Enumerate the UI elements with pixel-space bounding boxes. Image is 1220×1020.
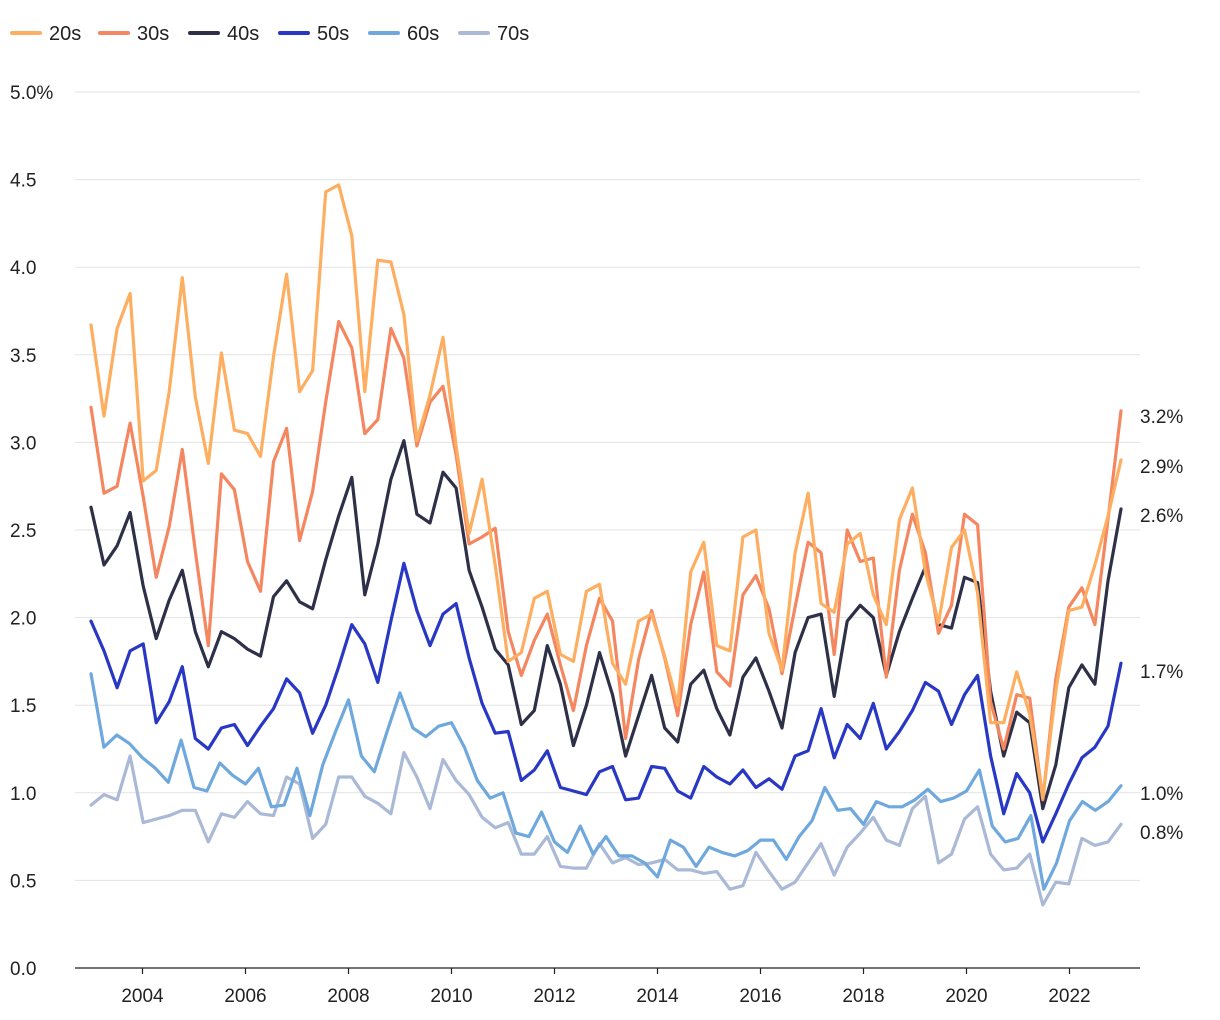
x-tick-label: 2018 xyxy=(842,986,884,1007)
x-tick-label: 2012 xyxy=(533,986,575,1007)
y-tick-label: 3.0 xyxy=(10,433,36,454)
x-tick-label: 2016 xyxy=(739,986,781,1007)
series-line-30s xyxy=(89,319,1123,802)
y-tick-label: 2.5 xyxy=(10,521,36,542)
series-line-20s xyxy=(89,183,1123,800)
x-tick-label: 2020 xyxy=(945,986,987,1007)
gridlines xyxy=(75,91,1140,881)
legend-label-50s: 50s xyxy=(317,23,349,45)
x-tick-label: 2006 xyxy=(224,986,266,1007)
legend-label-20s: 20s xyxy=(49,23,81,45)
end-value-labels: 3.2% 2.9% 2.6% 1.7% 1.0% 0.8% xyxy=(1140,407,1183,844)
end-label: 2.9% xyxy=(1140,457,1183,478)
end-label: 1.7% xyxy=(1140,662,1183,683)
series-line-50s xyxy=(89,561,1123,844)
y-tick-label: 4.0 xyxy=(10,258,36,279)
y-tick-label: 1.0 xyxy=(10,784,36,805)
y-tick-label: 1.5 xyxy=(10,696,36,717)
series-line-60s xyxy=(89,672,1123,891)
end-label: 2.6% xyxy=(1140,506,1183,527)
x-tick-label: 2022 xyxy=(1048,986,1090,1007)
y-tick-label: 2.0 xyxy=(10,609,36,630)
y-tick-label: 0.0 xyxy=(10,959,36,980)
end-label: 3.2% xyxy=(1140,407,1183,428)
end-label: 0.8% xyxy=(1140,823,1183,844)
legend-label-60s: 60s xyxy=(407,23,439,45)
x-tick-label: 2014 xyxy=(636,986,679,1007)
x-tick-label: 2010 xyxy=(430,986,472,1007)
legend-label-30s: 30s xyxy=(137,23,169,45)
series-line-40s xyxy=(89,439,1123,811)
x-axis-ticks: 2004 2006 2008 2010 2012 2014 2016 2018 2020 2022 xyxy=(121,968,1091,1007)
y-tick-label: 3.5 xyxy=(10,346,36,367)
series-line-70s xyxy=(89,750,1123,907)
y-tick-label: 4.5 xyxy=(10,171,36,192)
legend-label-40s: 40s xyxy=(227,23,259,45)
legend: 20s 30s 40s 50s 60s 70s xyxy=(10,23,529,45)
legend-label-70s: 70s xyxy=(497,23,529,45)
x-tick-label: 2008 xyxy=(327,986,369,1007)
y-axis-ticks: 0.0 0.5 1.0 1.5 2.0 2.5 3.0 3.5 4.0 4.5 5.0% xyxy=(10,83,53,980)
y-tick-label: 5.0% xyxy=(10,83,53,104)
series-lines xyxy=(89,183,1123,907)
y-tick-label: 0.5 xyxy=(10,871,36,892)
end-label: 1.0% xyxy=(1140,784,1183,805)
x-tick-label: 2004 xyxy=(121,986,164,1007)
